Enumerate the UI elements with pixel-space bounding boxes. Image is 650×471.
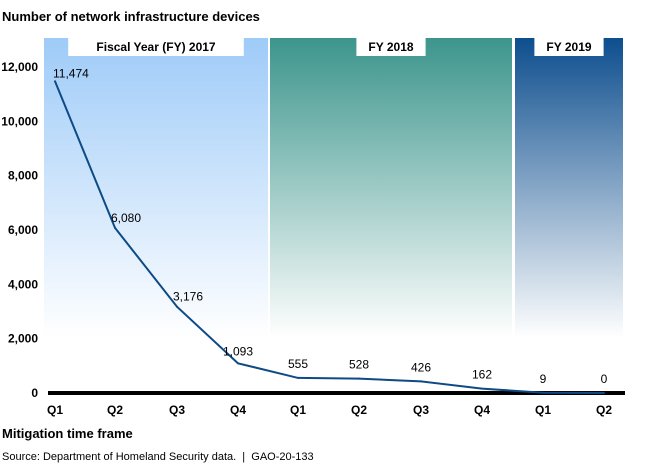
y-tick-label: 4,000 — [8, 277, 38, 291]
y-tick-label: 8,000 — [8, 169, 38, 183]
data-label: 11,474 — [53, 66, 89, 80]
data-label: 1,093 — [223, 344, 253, 358]
data-label: 0 — [601, 372, 608, 386]
period-band — [515, 38, 623, 338]
data-point — [420, 380, 422, 383]
data-point — [481, 387, 483, 390]
x-tick-label: Q2 — [596, 403, 612, 417]
period-label: Fiscal Year (FY) 2017 — [96, 40, 216, 54]
x-tick-label: Q1 — [47, 403, 63, 417]
y-tick-label: 2,000 — [8, 332, 38, 346]
data-point — [237, 362, 239, 365]
data-point — [54, 80, 56, 83]
source-note: Source: Department of Homeland Security … — [2, 451, 314, 463]
data-point — [297, 376, 299, 379]
y-tick-label: 12,000 — [1, 60, 38, 74]
data-label: 426 — [411, 360, 431, 374]
chart-title: Number of network infrastructure devices — [2, 9, 260, 24]
period-band — [270, 38, 512, 338]
period-label: FY 2018 — [368, 40, 413, 54]
data-point — [542, 391, 544, 394]
x-tick-label: Q3 — [169, 403, 185, 417]
data-label: 162 — [472, 368, 492, 382]
period-label-bg — [356, 38, 426, 56]
data-label: 6,080 — [111, 211, 141, 225]
x-tick-label: Q1 — [290, 403, 306, 417]
series-line — [54, 80, 605, 394]
x-tick-label: Q4 — [230, 403, 246, 417]
data-label: 3,176 — [173, 290, 203, 304]
x-axis-title: Mitigation time frame — [2, 426, 133, 441]
data-point — [114, 226, 116, 229]
y-tick-label: 6,000 — [8, 223, 38, 237]
data-point — [358, 377, 360, 380]
data-point — [603, 392, 605, 394]
data-point — [176, 305, 178, 308]
period-label-bg — [68, 38, 244, 56]
data-label: 555 — [288, 357, 308, 371]
x-tick-label: Q2 — [107, 403, 123, 417]
data-label: 9 — [540, 372, 547, 386]
x-tick-label: Q4 — [474, 403, 490, 417]
y-tick-label: 10,000 — [1, 114, 38, 128]
x-tick-label: Q2 — [351, 403, 367, 417]
period-label: FY 2019 — [546, 40, 591, 54]
period-band — [44, 38, 268, 338]
data-label: 528 — [349, 358, 369, 372]
period-label-bg — [534, 38, 604, 56]
x-tick-label: Q3 — [413, 403, 429, 417]
y-tick-label: 0 — [31, 386, 38, 400]
x-tick-label: Q1 — [535, 403, 551, 417]
